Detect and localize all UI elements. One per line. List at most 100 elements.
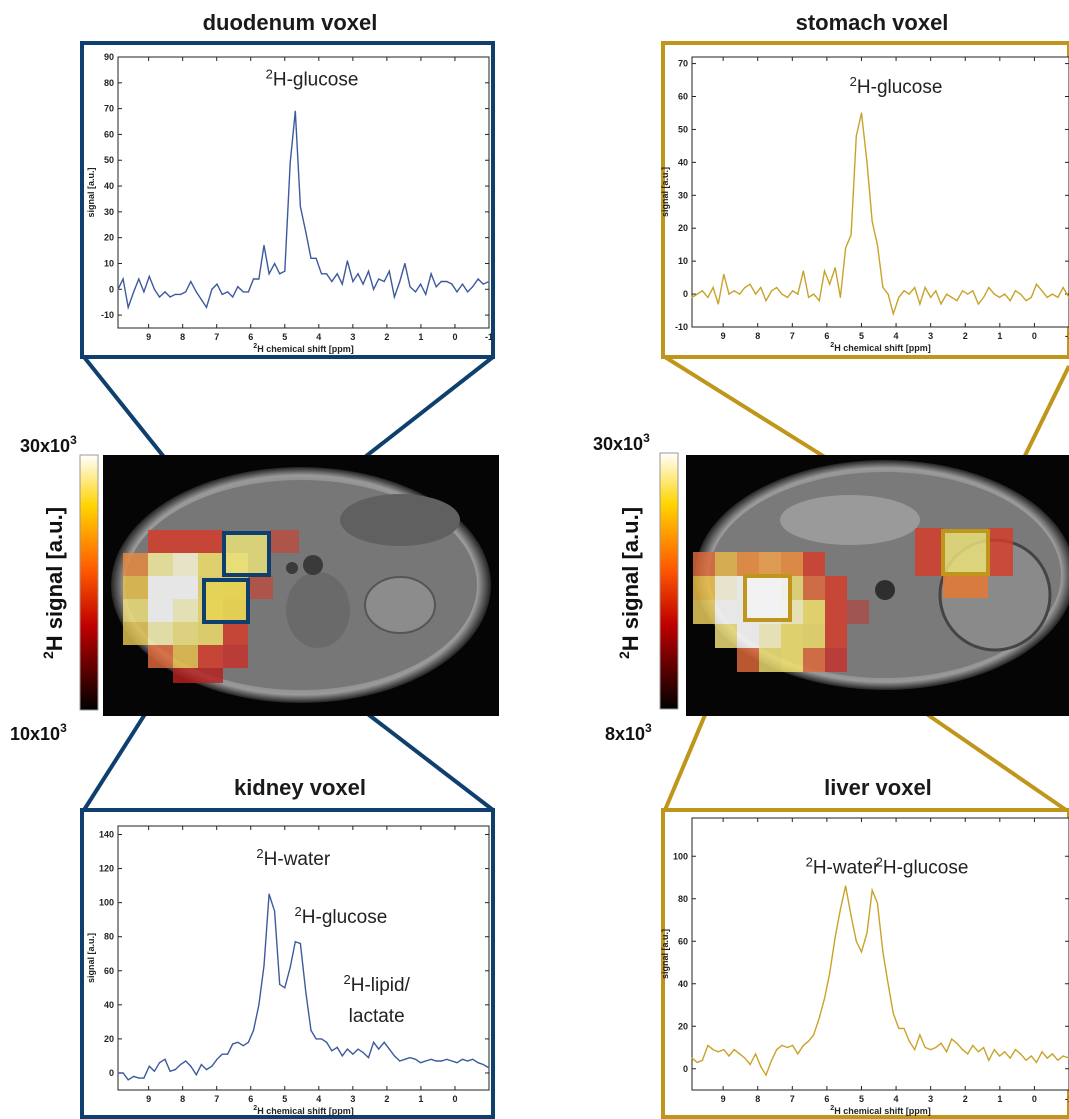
data-point xyxy=(776,286,778,289)
x-axis-label: 2H chemical shift [ppm] xyxy=(830,1105,930,1116)
y-tick-label: 80 xyxy=(678,894,688,904)
y-tick-label: 0 xyxy=(683,1064,688,1074)
data-point xyxy=(892,1012,894,1015)
data-point xyxy=(1009,1057,1011,1059)
data-point xyxy=(164,291,166,293)
data-point xyxy=(383,280,385,283)
colorbar-min-label: 10x103 xyxy=(10,721,67,744)
data-point xyxy=(195,1074,197,1076)
liver-voxel-box xyxy=(743,574,792,622)
data-point xyxy=(221,293,223,295)
data-point xyxy=(1057,296,1059,298)
data-point xyxy=(691,296,693,298)
x-axis-label: 2H chemical shift [ppm] xyxy=(253,343,353,354)
data-point xyxy=(977,1051,980,1053)
data-point xyxy=(850,915,852,917)
data-point xyxy=(122,1072,124,1074)
data-point xyxy=(305,231,307,234)
data-point xyxy=(190,1065,192,1067)
peak-annotation: 2H-glucose xyxy=(850,74,943,98)
data-point xyxy=(367,270,370,272)
data-point xyxy=(887,983,889,985)
data-point xyxy=(294,110,296,112)
colorbar-max-label: 30x103 xyxy=(593,431,650,454)
data-point xyxy=(482,283,484,285)
peak-annotation: 2H-lipid/ xyxy=(343,972,410,996)
x-tick-label: -1 xyxy=(485,332,493,342)
peak-annotation: 2H-glucose xyxy=(876,854,969,878)
y-tick-label: 40 xyxy=(678,157,688,167)
spectrum-line xyxy=(118,893,490,1081)
x-tick-label: 9 xyxy=(146,332,151,342)
data-point xyxy=(1030,1055,1032,1057)
data-point xyxy=(294,941,296,943)
data-point xyxy=(967,293,969,295)
y-tick-label: 70 xyxy=(104,104,114,114)
data-point xyxy=(133,1075,135,1077)
y-tick-label: 10 xyxy=(104,258,114,268)
data-point xyxy=(760,1066,762,1068)
peak-annotation: lactate xyxy=(349,1006,405,1027)
data-point xyxy=(263,244,265,246)
data-point xyxy=(373,1041,375,1043)
data-point xyxy=(908,1040,910,1042)
data-point xyxy=(855,135,857,137)
data-point xyxy=(914,286,916,289)
data-point xyxy=(320,1038,323,1040)
data-point xyxy=(855,940,857,942)
data-point xyxy=(781,293,783,295)
y-tick-label: 0 xyxy=(683,289,688,299)
data-point xyxy=(882,286,884,289)
data-point xyxy=(388,1048,390,1050)
data-point xyxy=(871,889,873,891)
data-point xyxy=(707,296,709,298)
signal-overlay xyxy=(693,528,1013,672)
data-point xyxy=(331,280,333,283)
x-tick-label: 5 xyxy=(859,1094,864,1104)
data-point xyxy=(242,1045,244,1047)
data-point xyxy=(951,296,953,298)
data-point xyxy=(744,1057,746,1059)
data-point xyxy=(823,998,826,1000)
x-tick-label: 2 xyxy=(963,1094,968,1104)
data-point xyxy=(268,273,270,275)
colorbar-title: 2H signal [a.u.] xyxy=(40,507,67,659)
liver-spectrum-panel: 9 8 7 6 5 4 3 2 1 0 -1 0 20 40 60 80 100 2H chemical shif… xyxy=(660,808,1069,1119)
data-point xyxy=(477,1062,479,1064)
data-point xyxy=(786,296,789,298)
data-point xyxy=(143,291,145,293)
data-point xyxy=(461,1058,464,1060)
data-point xyxy=(310,1029,312,1031)
data-point xyxy=(451,283,453,285)
data-point xyxy=(733,290,735,292)
data-point xyxy=(935,290,937,292)
data-point xyxy=(771,290,773,292)
data-point xyxy=(839,908,842,911)
x-tick-label: 8 xyxy=(755,331,760,341)
data-point xyxy=(440,280,442,283)
data-point xyxy=(169,1070,171,1072)
data-point xyxy=(133,291,135,293)
data-point xyxy=(216,1058,218,1060)
data-point xyxy=(185,1060,187,1062)
x-tick-label: 6 xyxy=(824,1094,829,1104)
data-point xyxy=(446,1058,448,1060)
data-point xyxy=(211,288,213,290)
data-point xyxy=(263,965,265,967)
data-point xyxy=(378,1048,380,1050)
x-tick-label: 5 xyxy=(282,1094,287,1104)
data-point xyxy=(430,1058,432,1060)
data-point xyxy=(892,313,894,315)
mri-map-left xyxy=(103,455,499,716)
x-tick-label: 3 xyxy=(928,1094,933,1104)
y-tick-label: 40 xyxy=(104,1000,114,1010)
data-point xyxy=(983,1046,985,1049)
data-point xyxy=(258,278,260,280)
data-point xyxy=(860,112,863,114)
data-point xyxy=(158,1062,161,1064)
y-tick-label: 100 xyxy=(673,851,688,861)
data-point xyxy=(818,1017,820,1019)
data-point xyxy=(919,1034,921,1036)
